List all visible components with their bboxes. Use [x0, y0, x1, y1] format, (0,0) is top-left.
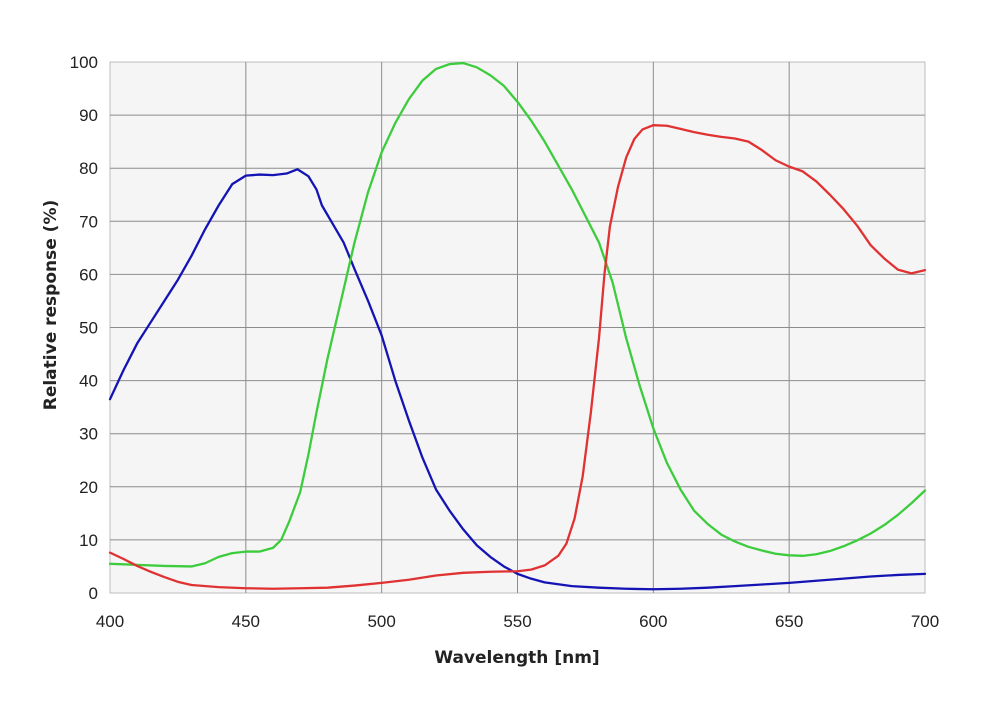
series-lines [108, 61, 927, 591]
y-tick-label: 30 [79, 425, 98, 444]
x-tick-label: 600 [639, 612, 667, 631]
y-tick-label: 0 [89, 584, 98, 603]
x-axis-ticks: 400 450 500 550 600 650 700 [96, 612, 939, 631]
x-tick-label: 450 [232, 612, 260, 631]
x-tick-label: 550 [503, 612, 531, 631]
series-line-1 [108, 61, 927, 568]
y-tick-label: 50 [79, 319, 98, 338]
gridlines [110, 62, 925, 593]
series-line-0 [108, 168, 927, 591]
x-tick-label: 700 [911, 612, 939, 631]
x-tick-label: 650 [775, 612, 803, 631]
y-tick-label: 40 [79, 372, 98, 391]
y-axis-ticks: 0 10 20 30 40 50 60 70 80 90 100 [70, 53, 98, 603]
y-tick-label: 70 [79, 212, 98, 231]
x-tick-label: 400 [96, 612, 124, 631]
x-tick-label: 500 [367, 612, 395, 631]
y-tick-label: 100 [70, 53, 98, 72]
y-axis-title: Relative response (%) [41, 200, 61, 411]
y-tick-label: 20 [79, 478, 98, 497]
y-tick-label: 60 [79, 265, 98, 284]
y-tick-label: 10 [79, 531, 98, 550]
x-axis-title: Wavelength [nm] [434, 648, 599, 668]
y-tick-label: 90 [79, 106, 98, 125]
series-line-2 [108, 124, 927, 590]
y-tick-label: 80 [79, 159, 98, 178]
